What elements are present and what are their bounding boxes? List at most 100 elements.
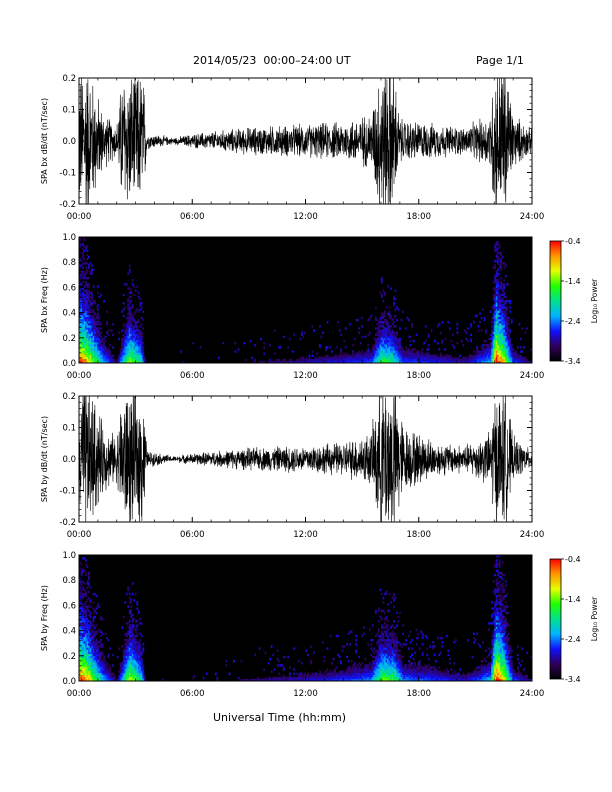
spectrogram-cell bbox=[287, 346, 290, 349]
spectrogram-cell bbox=[500, 264, 503, 267]
spectrogram-cell bbox=[100, 352, 102, 355]
spectrogram-cell bbox=[382, 664, 385, 667]
spectrogram-cell bbox=[107, 670, 110, 673]
spectrogram-cell bbox=[382, 312, 385, 315]
spectrogram-cell bbox=[397, 649, 400, 652]
spectrogram-cell bbox=[483, 354, 486, 357]
spectrogram-cell bbox=[89, 641, 92, 644]
spectrogram-cell bbox=[382, 346, 385, 349]
spectrogram-cell bbox=[411, 348, 414, 351]
spectrogram-cell bbox=[100, 354, 102, 357]
spectrogram-cell bbox=[89, 643, 92, 646]
spectrogram-cell bbox=[91, 350, 93, 353]
spectrogram-cell bbox=[359, 354, 362, 357]
spectrogram-cell bbox=[140, 352, 143, 355]
spectrogram-cell bbox=[384, 655, 386, 659]
spectrogram-cell bbox=[353, 666, 356, 669]
spectrogram-cell bbox=[405, 670, 407, 673]
spectrogram-cell bbox=[317, 356, 320, 360]
spectrogram-cell bbox=[79, 289, 81, 292]
spectrogram-cell bbox=[142, 678, 145, 682]
spectrogram-cell bbox=[421, 348, 424, 351]
spectrogram-cell bbox=[79, 350, 81, 353]
spectrogram-cell bbox=[377, 657, 380, 661]
spectrogram-cell bbox=[368, 674, 371, 678]
spectrogram-cell bbox=[388, 316, 391, 320]
spectrogram-cell bbox=[479, 674, 481, 678]
spectrogram-cell bbox=[497, 321, 500, 324]
spectrogram-cell bbox=[503, 346, 506, 349]
spectrogram-cell bbox=[121, 358, 124, 362]
spectrogram-cell bbox=[115, 360, 118, 364]
spectrogram-cell bbox=[364, 676, 367, 680]
spectrogram-cell bbox=[121, 346, 124, 349]
spectrogram-cell bbox=[134, 639, 137, 642]
spectrogram-cell bbox=[325, 360, 327, 364]
spectrogram-cell bbox=[308, 360, 311, 364]
spectrogram-cell bbox=[385, 655, 388, 659]
spectrogram-cell bbox=[388, 348, 391, 351]
spectrogram-cell bbox=[80, 584, 83, 587]
spectrogram-cell bbox=[97, 346, 99, 349]
spectrogram-cell bbox=[139, 676, 142, 680]
spectrogram-cell bbox=[412, 339, 415, 343]
spectrogram-cell bbox=[489, 358, 492, 362]
spectrogram-cell bbox=[352, 666, 355, 669]
spectrogram-cell bbox=[391, 354, 394, 357]
spectrogram-cell bbox=[384, 666, 386, 669]
spectrogram-cell bbox=[347, 360, 350, 364]
spectrogram-cell bbox=[374, 306, 377, 309]
spectrogram-cell bbox=[82, 253, 84, 257]
spectrogram-cell bbox=[433, 676, 436, 680]
spectrogram-cell bbox=[382, 636, 385, 640]
spectrogram-cell bbox=[136, 672, 139, 675]
spectrogram-cell bbox=[122, 352, 125, 355]
y-tick-label: 1.0 bbox=[62, 233, 76, 243]
spectrogram-cell bbox=[430, 354, 433, 357]
spectrogram-cell bbox=[79, 258, 81, 261]
spectrogram-cell bbox=[94, 678, 96, 682]
spectrogram-cell bbox=[137, 348, 140, 351]
spectrogram-cell bbox=[82, 356, 84, 360]
spectrogram-cell bbox=[88, 314, 90, 318]
spectrogram-cell bbox=[498, 312, 501, 315]
spectrogram-cell bbox=[504, 348, 507, 351]
spectrogram-cell bbox=[142, 348, 145, 351]
spectrogram-cell bbox=[352, 678, 355, 682]
spectrogram-cell bbox=[507, 360, 510, 364]
spectrogram-cell bbox=[450, 668, 453, 671]
spectrogram-cell bbox=[107, 676, 110, 680]
spectrogram-cell bbox=[488, 356, 491, 360]
spectrogram-cell bbox=[86, 636, 89, 640]
spectrogram-cell bbox=[140, 660, 143, 663]
spectrogram-cell bbox=[136, 676, 139, 680]
spectrogram-cell bbox=[91, 264, 93, 267]
spectrogram-cell bbox=[80, 287, 83, 290]
spectrogram-cell bbox=[92, 628, 95, 631]
spectrogram-cell bbox=[91, 676, 93, 680]
spectrogram-cell bbox=[130, 626, 133, 629]
spectrogram-cell bbox=[288, 674, 291, 678]
spectrogram-cell bbox=[85, 310, 87, 313]
spectrogram-cell bbox=[80, 615, 83, 619]
spectrogram-cell bbox=[377, 350, 380, 353]
spectrogram-cell bbox=[100, 615, 102, 619]
spectrogram-cell bbox=[121, 350, 124, 353]
spectrogram-cell bbox=[414, 352, 417, 355]
spectrogram-cell bbox=[384, 647, 386, 650]
spectrogram-cell bbox=[82, 360, 84, 364]
spectrogram-cell bbox=[438, 348, 441, 351]
spectrogram-cell bbox=[86, 624, 89, 627]
spectrogram-cell bbox=[121, 329, 124, 332]
spectrogram-cell bbox=[388, 344, 391, 347]
spectrogram-cell bbox=[89, 295, 92, 299]
spectrogram-cell bbox=[97, 630, 99, 633]
spectrogram-cell bbox=[510, 352, 513, 355]
spectrogram-cell bbox=[373, 360, 376, 364]
spectrogram-cell bbox=[406, 348, 409, 351]
spectrogram-cell bbox=[92, 660, 95, 663]
spectrogram-cell bbox=[89, 339, 92, 343]
spectrogram-cell bbox=[240, 660, 243, 663]
spectrogram-cell bbox=[130, 670, 133, 673]
spectrogram-cell bbox=[353, 672, 356, 675]
